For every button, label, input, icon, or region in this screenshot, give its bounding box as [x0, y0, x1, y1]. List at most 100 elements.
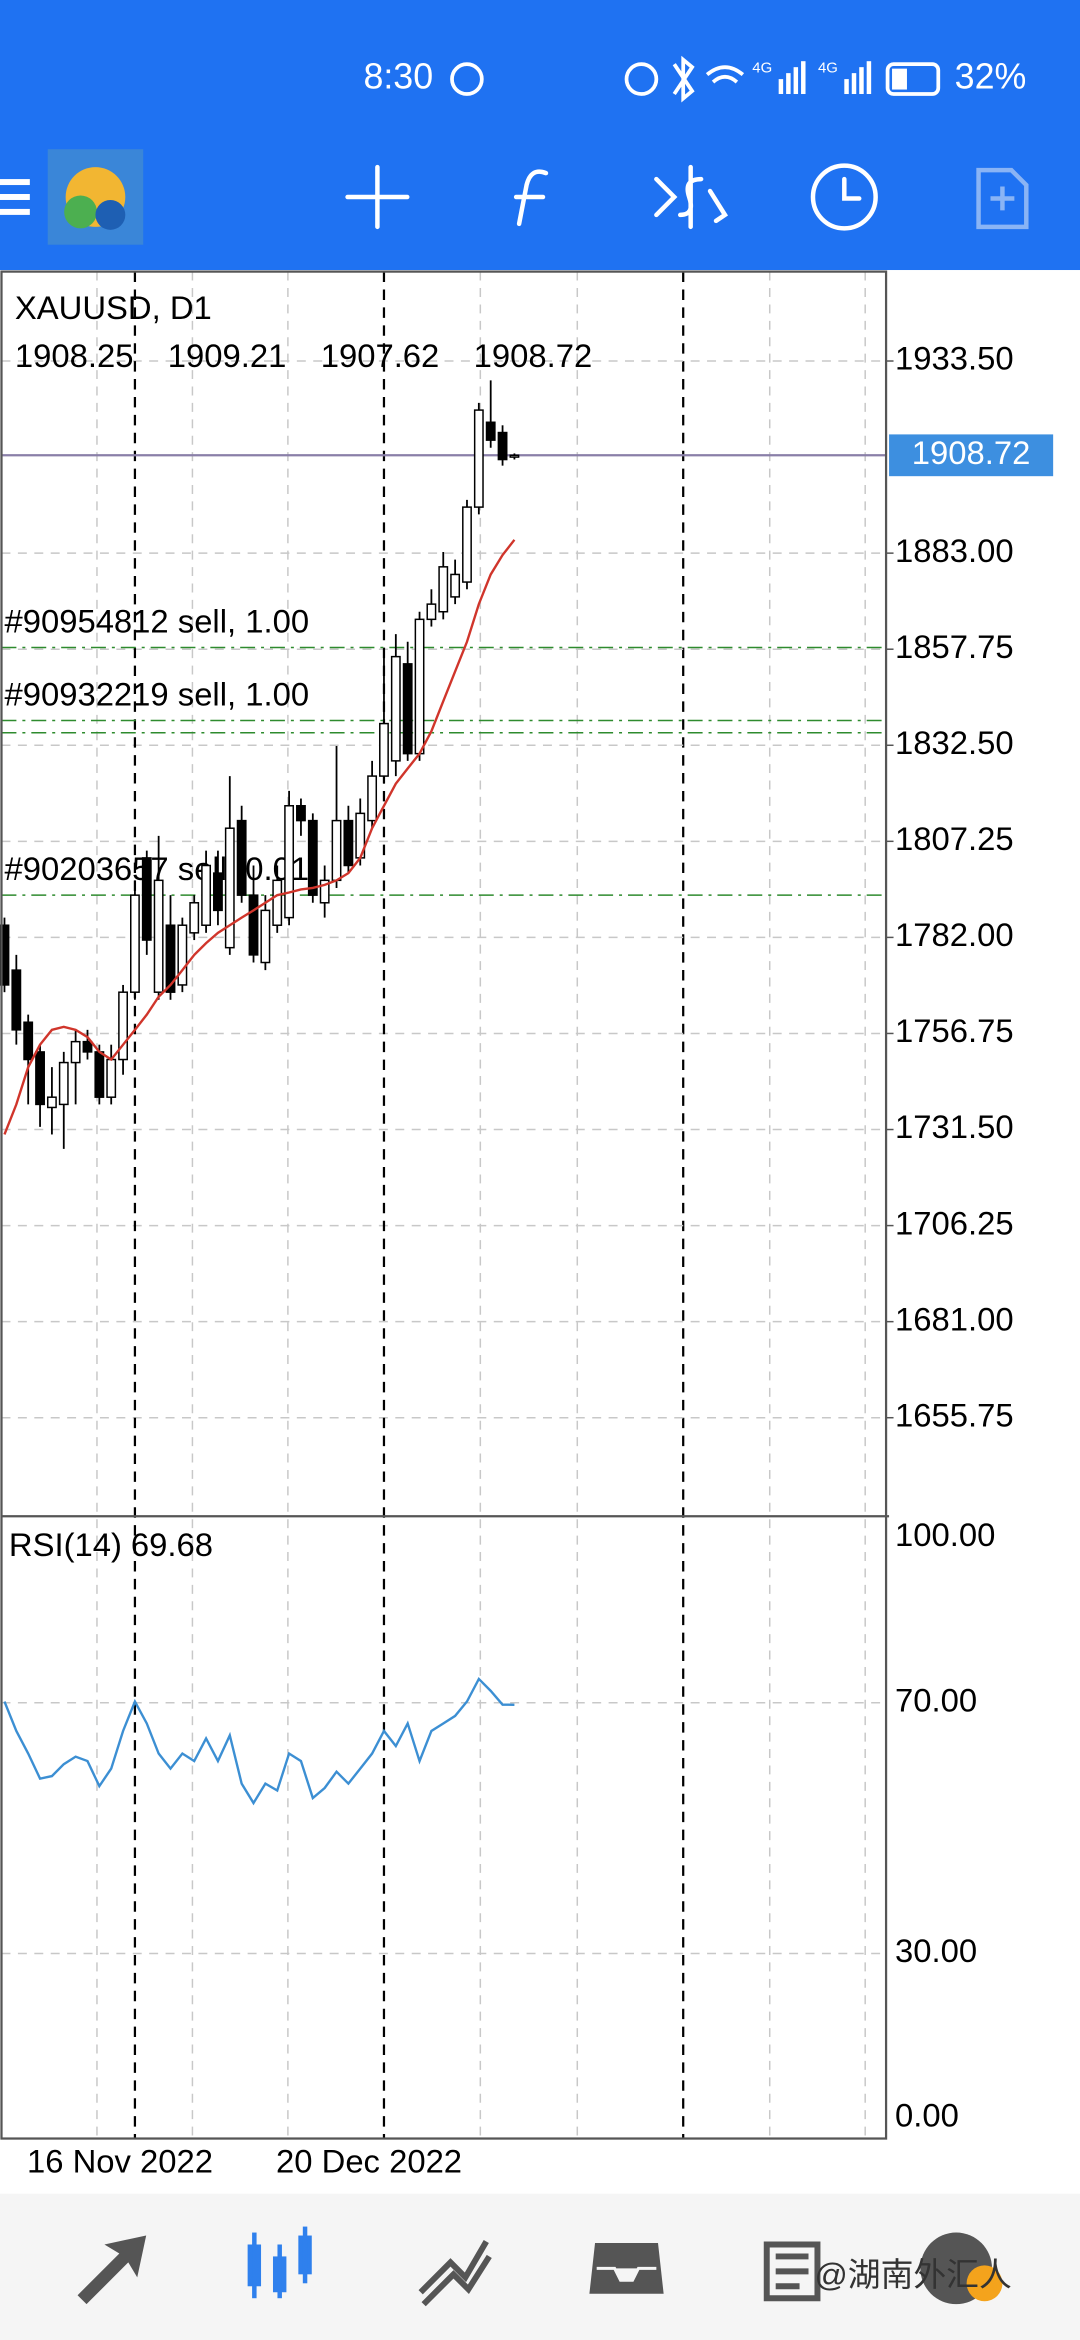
menu-button[interactable] — [0, 179, 30, 215]
nav-history[interactable] — [586, 2240, 667, 2297]
template-button[interactable] — [976, 167, 1029, 230]
status-icons — [450, 55, 941, 103]
ohlc-value: 1908.25 — [15, 337, 134, 374]
candle-body — [390, 655, 401, 762]
candle-body — [509, 454, 520, 458]
y-tick-label: 1731.50 — [895, 1108, 1014, 1145]
y-tick-label: 1807.25 — [895, 820, 1014, 857]
candle-body — [450, 573, 461, 598]
nav-icon — [277, 2244, 282, 2299]
y2-tick-label: 30.00 — [895, 1932, 977, 1969]
bid-label: 1908.72 — [912, 434, 1031, 471]
y2-tick-label: 100.00 — [895, 1516, 995, 1553]
signal-bars — [778, 61, 872, 95]
candle-body — [284, 805, 295, 919]
y-tick-label: 1782.00 — [895, 916, 1014, 953]
candle-body — [0, 924, 10, 986]
menu-line — [0, 194, 30, 200]
watermark-badge — [966, 2265, 1003, 2302]
nav-quotes[interactable] — [77, 2235, 147, 2305]
y-tick-label: 1756.75 — [895, 1012, 1014, 1049]
y-tick-label: 1857.75 — [895, 628, 1014, 665]
network-label: 4G — [752, 60, 772, 77]
signal-bar — [859, 67, 864, 95]
clock-hands — [842, 176, 862, 201]
candle-body — [236, 819, 247, 896]
watermark: @湖南外汇人 — [814, 2256, 1011, 2293]
candle-body — [296, 805, 306, 822]
nav-icon — [302, 2226, 308, 2284]
indicators-button[interactable] — [513, 169, 549, 227]
candle-body — [497, 431, 508, 461]
status-icon — [450, 62, 484, 96]
y-tick-label: 1933.50 — [895, 340, 1014, 377]
signal-bar — [778, 79, 784, 95]
trade-button[interactable] — [654, 164, 729, 230]
nav-chart[interactable] — [247, 2226, 312, 2299]
nav-news[interactable] — [763, 2241, 821, 2302]
candle-body — [438, 566, 449, 613]
candle-body — [367, 775, 378, 822]
y-tick-label: 1883.00 — [895, 532, 1014, 569]
candle-body — [141, 857, 152, 941]
y-tick-label: 1706.25 — [895, 1204, 1014, 1241]
y-tick-label: 1655.75 — [895, 1396, 1014, 1433]
candle-body — [414, 618, 425, 755]
candle-body — [82, 1040, 93, 1053]
rsi-line — [3, 1676, 515, 1806]
network-label: 4G — [818, 60, 838, 77]
battery-icon — [885, 62, 941, 96]
y2-tick-label: 70.00 — [895, 1681, 977, 1718]
logo-mark — [95, 199, 126, 230]
rsi-value: 69.68 — [131, 1526, 213, 1563]
logo-mark — [64, 195, 97, 229]
signal-bar — [851, 73, 857, 95]
candle-body — [11, 969, 22, 1031]
candle-body — [272, 879, 283, 926]
status-time: 8:30 — [363, 57, 433, 97]
candle-body — [165, 924, 176, 993]
y2-tick-label: 0.00 — [895, 2096, 959, 2133]
signal-bar — [786, 73, 791, 95]
candle-body — [201, 864, 212, 926]
alarm-icon — [624, 62, 659, 96]
y-tick-label: 1681.00 — [895, 1300, 1014, 1337]
candle-body — [23, 1021, 34, 1061]
rsi-name: RSI(14) — [9, 1526, 122, 1563]
candle-body — [46, 1096, 57, 1109]
moving-average — [3, 539, 516, 1135]
wifi-icon — [705, 65, 745, 84]
nav-icon — [77, 2235, 147, 2305]
chart-border — [0, 270, 888, 2140]
panel-borders — [0, 270, 890, 2140]
ohlc-value: 1907.62 — [321, 337, 440, 374]
order-label: #90954812 sell, 1.00 — [4, 602, 309, 639]
candle-body — [118, 991, 128, 1061]
candle-body — [94, 1051, 105, 1098]
candle-body — [70, 1040, 81, 1064]
candle-body — [177, 924, 188, 986]
candle-body — [130, 894, 140, 993]
candle-body — [224, 827, 235, 949]
candle-body — [485, 421, 496, 441]
candle-body — [319, 879, 330, 904]
period-button[interactable] — [810, 163, 878, 231]
candle-body — [307, 819, 318, 896]
bid-label-box — [889, 434, 1054, 477]
signal-bar — [793, 67, 799, 95]
candle-body — [331, 819, 342, 882]
candle-body — [462, 506, 472, 583]
app-header — [0, 0, 1080, 271]
candle-body — [379, 722, 389, 777]
nav-trade[interactable] — [418, 2240, 492, 2307]
x-tick-label: 20 Dec 2022 — [276, 2143, 462, 2180]
candle-body — [402, 663, 413, 755]
ohlc-value: 1908.72 — [474, 337, 593, 374]
crosshair-button[interactable] — [345, 164, 410, 230]
candle-body — [153, 879, 164, 993]
candle-body — [106, 1058, 117, 1098]
nav-icon — [252, 2232, 257, 2299]
menu-line — [0, 179, 30, 186]
chart-area — [0, 270, 1080, 2194]
